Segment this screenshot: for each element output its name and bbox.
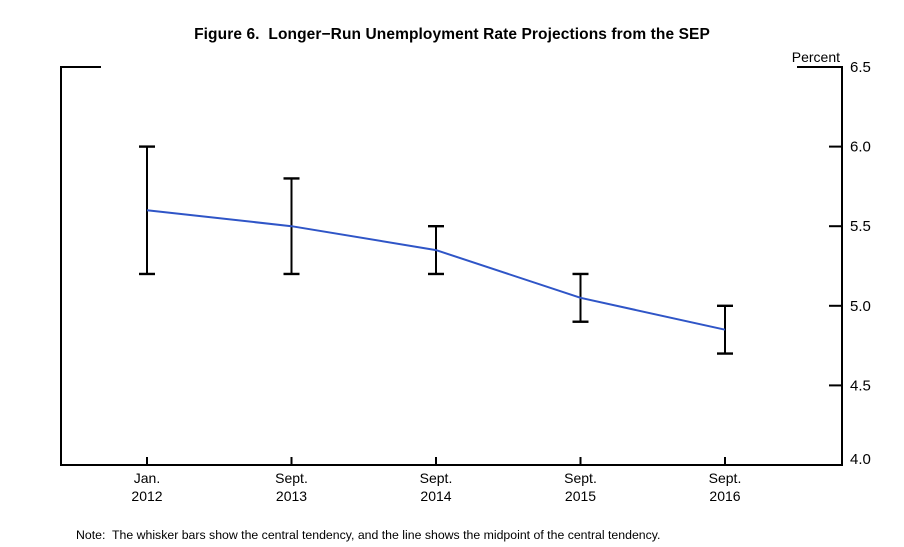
chart-notes: Note: The whisker bars show the central … [52,503,902,547]
x-tick-label-year: 2013 [276,488,307,504]
figure-title: Figure 6. Longer−Run Unemployment Rate P… [194,26,710,43]
x-tick-label-month: Sept. [564,470,597,486]
x-tick-label-year: 2014 [420,488,451,504]
y-axis-unit-label: Percent [792,49,840,65]
y-tick-label: 6.0 [850,139,871,156]
x-tick-label-month: Sept. [420,470,453,486]
midpoint-line [146,209,726,331]
note-text: Note: The whisker bars show the central … [76,528,661,543]
y-tick-label: 4.0 [850,451,871,468]
y-tick-label: 4.5 [850,377,871,394]
y-tick-label: 5.5 [850,218,871,235]
x-tick-label-month: Sept. [709,470,742,486]
x-tick-label-month: Jan. [134,470,160,486]
x-tick-label-year: 2016 [709,488,740,504]
x-tick-label-month: Sept. [275,470,308,486]
x-tick-label-year: 2012 [131,488,162,504]
y-tick-label: 5.0 [850,298,871,315]
x-tick-label-year: 2015 [565,488,596,504]
y-tick-label: 6.5 [850,59,871,76]
